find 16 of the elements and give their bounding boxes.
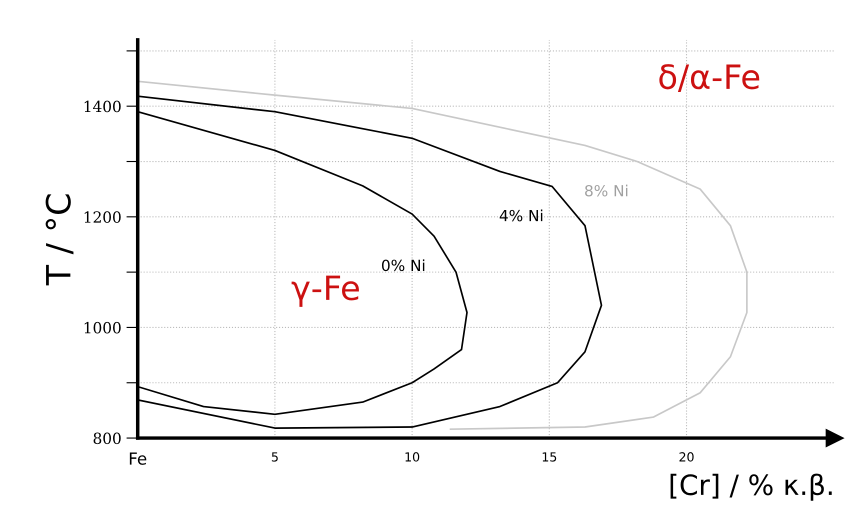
annotation: δ/α-Fe xyxy=(659,64,760,92)
x-tick-label: 5 xyxy=(272,452,278,462)
y-tick-label: 800 xyxy=(94,432,121,444)
y-tick-label: 1000 xyxy=(84,322,121,334)
y-tick-label: 1400 xyxy=(84,100,121,112)
series-label: 0% Ni xyxy=(382,259,424,272)
x-tick-label: 20 xyxy=(679,452,694,462)
y-tick-label: 1200 xyxy=(84,211,121,223)
x-tick-label: 10 xyxy=(406,452,420,462)
annotation: γ-Fe xyxy=(292,276,359,307)
series-label: 4% Ni xyxy=(500,210,542,222)
series-label: 8% Ni xyxy=(585,184,628,196)
y-axis-title: T / °C xyxy=(46,194,74,286)
x-tick-label: Fe xyxy=(130,452,146,465)
x-tick-label: 15 xyxy=(542,452,556,462)
x-axis-title: [Cr] / % κ.β. xyxy=(670,474,832,501)
